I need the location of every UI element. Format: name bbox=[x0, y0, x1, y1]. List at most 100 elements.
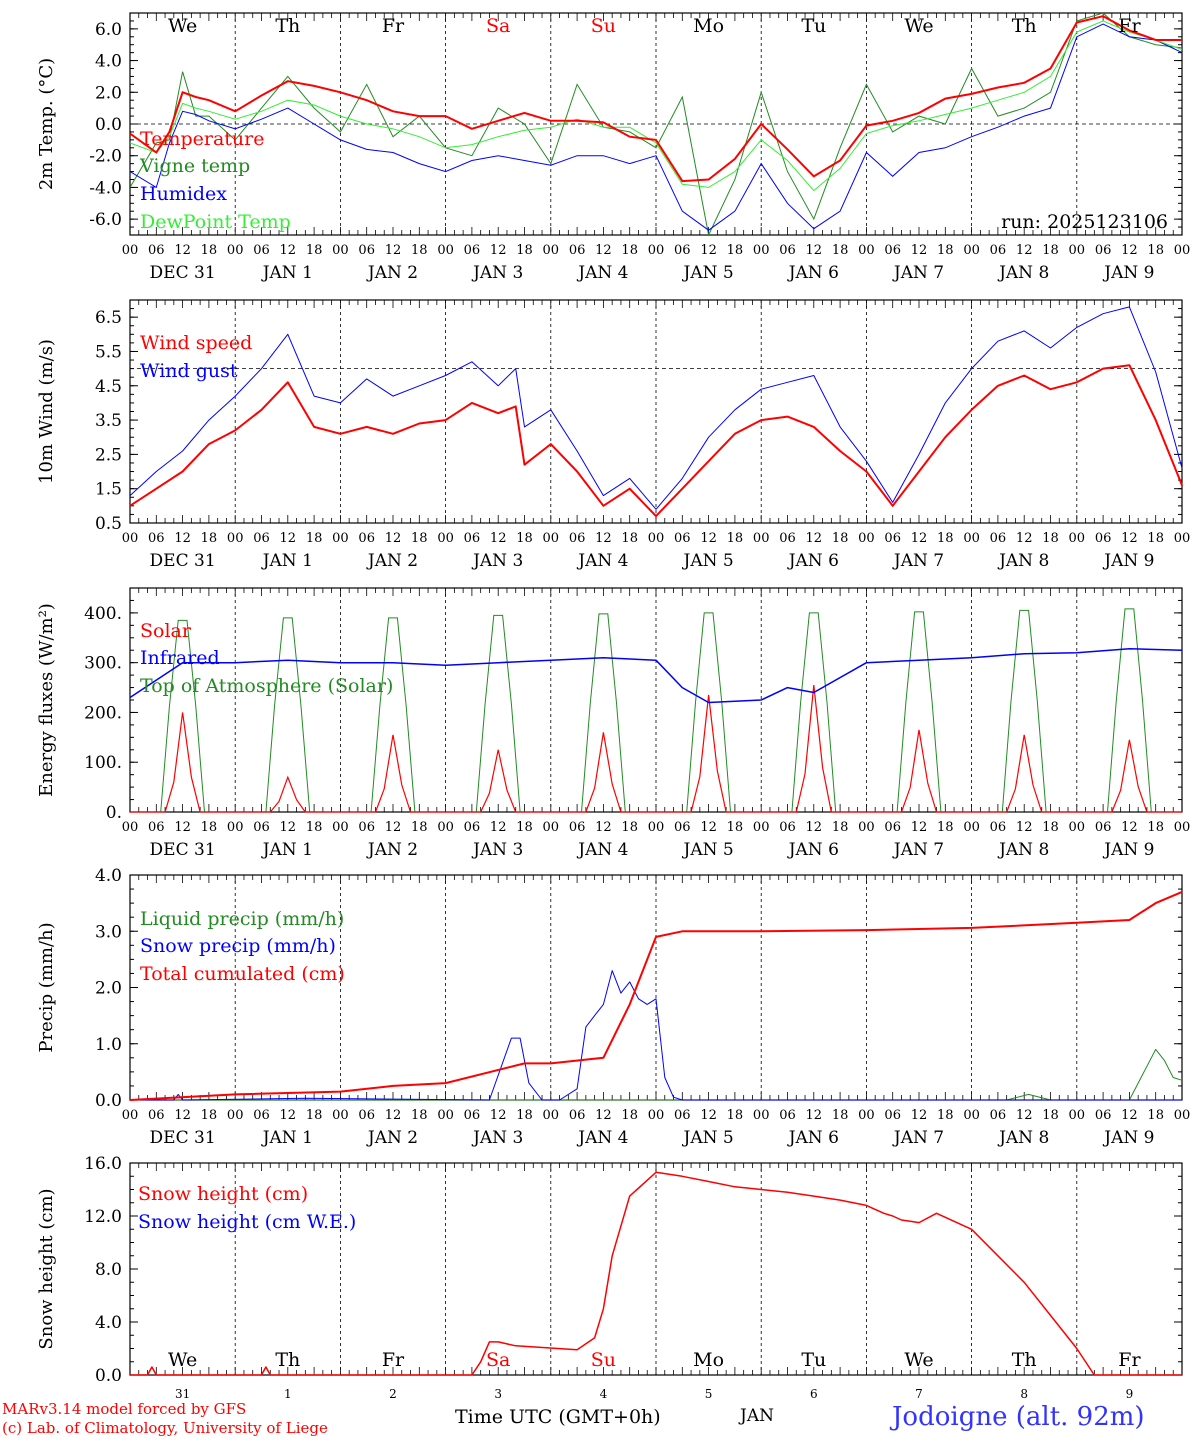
x-hour-label: 12 bbox=[1121, 820, 1138, 835]
x-hour-label: 00 bbox=[122, 1108, 139, 1123]
x-hour-label: 18 bbox=[937, 243, 954, 258]
x-hour-label: 06 bbox=[779, 531, 796, 546]
x-hour-label: 00 bbox=[437, 820, 454, 835]
series-snow-precip-mm-h- bbox=[130, 970, 1182, 1101]
x-hour-label: 00 bbox=[122, 243, 139, 258]
y-tick-label: 400. bbox=[84, 604, 122, 624]
x-hour-label: 12 bbox=[595, 243, 612, 258]
x-date-label: JAN 1 bbox=[261, 840, 313, 860]
x-hour-label: 06 bbox=[569, 243, 586, 258]
x-date-label: JAN 8 bbox=[997, 840, 1049, 860]
x-hour-label: 00 bbox=[1069, 820, 1086, 835]
x-hour-label: 06 bbox=[148, 243, 165, 258]
y-tick-label: 8.0 bbox=[95, 1260, 122, 1280]
weekday-label: Sa bbox=[486, 15, 510, 37]
weekday-label: We bbox=[168, 1349, 197, 1371]
x-hour-label: 06 bbox=[884, 531, 901, 546]
x-hour-label: 12 bbox=[174, 1108, 191, 1123]
y-tick-label: -2.0 bbox=[89, 147, 122, 167]
x-hour-label: 00 bbox=[1069, 531, 1086, 546]
x-day-label: 2 bbox=[389, 1387, 397, 1401]
x-date-label: JAN 3 bbox=[471, 263, 523, 283]
x-hour-label: 00 bbox=[543, 820, 560, 835]
x-date-label: JAN 8 bbox=[997, 551, 1049, 571]
x-hour-label: 12 bbox=[385, 1108, 402, 1123]
x-date-label: JAN 4 bbox=[576, 1128, 628, 1148]
x-hour-label: 12 bbox=[385, 531, 402, 546]
y-tick-label: 5.5 bbox=[95, 342, 122, 362]
series-humidex bbox=[130, 23, 1182, 231]
x-hour-label: 00 bbox=[332, 531, 349, 546]
x-hour-label: 12 bbox=[280, 1108, 297, 1123]
weekday-label: Su bbox=[591, 1349, 616, 1371]
x-hour-label: 00 bbox=[227, 820, 244, 835]
x-hour-label: 00 bbox=[858, 243, 875, 258]
x-hour-label: 06 bbox=[990, 531, 1007, 546]
x-date-label: JAN 7 bbox=[892, 1128, 944, 1148]
x-hour-label: 18 bbox=[201, 820, 218, 835]
weekday-label: Tu bbox=[801, 1349, 826, 1371]
x-date-label: JAN 5 bbox=[682, 840, 734, 860]
x-date-label: JAN 3 bbox=[471, 551, 523, 571]
plot-frame bbox=[129, 299, 1183, 524]
x-hour-label: 00 bbox=[963, 820, 980, 835]
x-day-label: 5 bbox=[705, 1387, 713, 1401]
x-day-label: 3 bbox=[494, 1387, 502, 1401]
x-hour-label: 06 bbox=[253, 1108, 270, 1123]
x-hour-label: 12 bbox=[174, 243, 191, 258]
x-date-label: DEC 31 bbox=[150, 263, 216, 283]
weekday-label: Th bbox=[1012, 15, 1037, 37]
series-wind-speed bbox=[129, 364, 1183, 518]
x-hour-label: 00 bbox=[858, 1108, 875, 1123]
x-hour-label: 06 bbox=[569, 1108, 586, 1123]
x-hour-label: 18 bbox=[832, 531, 849, 546]
x-hour-label: 18 bbox=[621, 531, 638, 546]
legend-snow-height-cm-w-e-: Snow height (cm W.E.) bbox=[138, 1211, 356, 1233]
x-date-label: DEC 31 bbox=[150, 840, 216, 860]
y-tick-label: -6.0 bbox=[89, 210, 122, 230]
y-axis-label: 10m Wind (m/s) bbox=[36, 339, 57, 484]
x-date-label: JAN 3 bbox=[471, 840, 523, 860]
x-hour-label: 12 bbox=[806, 820, 823, 835]
legend-infrared: Infrared bbox=[140, 647, 220, 669]
x-date-label: JAN 4 bbox=[576, 551, 628, 571]
x-hour-label: 12 bbox=[280, 531, 297, 546]
x-hour-label: 00 bbox=[543, 1108, 560, 1123]
weekday-label: Fr bbox=[382, 15, 405, 37]
x-hour-label: 12 bbox=[700, 531, 717, 546]
x-hour-label: 06 bbox=[148, 531, 165, 546]
x-hour-label: 00 bbox=[1174, 1108, 1191, 1123]
x-hour-label: 06 bbox=[464, 243, 481, 258]
x-hour-label: 18 bbox=[1147, 1108, 1164, 1123]
x-hour-label: 00 bbox=[1069, 243, 1086, 258]
time-axis-label: Time UTC (GMT+0h) bbox=[455, 1406, 661, 1428]
y-tick-label: 1.0 bbox=[95, 1035, 122, 1055]
x-hour-label: 18 bbox=[201, 243, 218, 258]
x-hour-label: 18 bbox=[621, 820, 638, 835]
x-hour-label: 18 bbox=[1042, 1108, 1059, 1123]
x-hour-label: 12 bbox=[1121, 243, 1138, 258]
series-group bbox=[130, 13, 1182, 235]
weekday-label: We bbox=[904, 1349, 933, 1371]
x-date-label: JAN 9 bbox=[1102, 263, 1154, 283]
x-hour-label: 12 bbox=[1016, 1108, 1033, 1123]
x-hour-label: 12 bbox=[385, 820, 402, 835]
x-hour-label: 06 bbox=[358, 531, 375, 546]
x-hour-label: 00 bbox=[858, 531, 875, 546]
x-hour-label: 00 bbox=[753, 1108, 770, 1123]
x-day-label: 1 bbox=[284, 1387, 292, 1401]
x-date-label: JAN 6 bbox=[787, 551, 839, 571]
x-date-label: JAN 8 bbox=[997, 1128, 1049, 1148]
legend-total-cumulated-cm-: Total cumulated (cm) bbox=[140, 963, 345, 985]
x-hour-label: 00 bbox=[963, 1108, 980, 1123]
x-hour-label: 18 bbox=[516, 1108, 533, 1123]
x-date-label: JAN 7 bbox=[892, 551, 944, 571]
x-hour-label: 00 bbox=[648, 531, 665, 546]
x-hour-label: 18 bbox=[516, 820, 533, 835]
weekday-label: Fr bbox=[382, 1349, 405, 1371]
x-hour-label: 06 bbox=[990, 1108, 1007, 1123]
x-hour-label: 12 bbox=[1121, 1108, 1138, 1123]
x-date-label: JAN 8 bbox=[997, 263, 1049, 283]
x-hour-label: 18 bbox=[201, 531, 218, 546]
